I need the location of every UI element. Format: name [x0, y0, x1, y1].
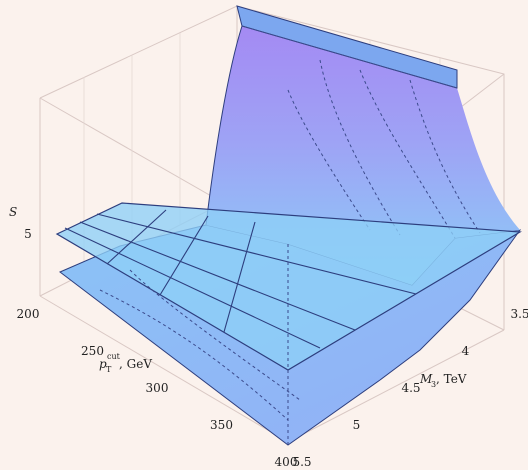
z-tick-label-0: 5	[24, 227, 32, 241]
x-tick-label-0: 200	[17, 307, 40, 321]
y-tick-label-4: 5.5	[292, 455, 311, 469]
y-tick-label-2: 4.5	[401, 381, 420, 395]
x-axis-label: p T cut , GeV	[99, 352, 152, 374]
y-tick-label-0: 3.5	[510, 307, 528, 321]
x-axis-label-sub: T	[106, 365, 112, 374]
x-tick-label-4: 400	[275, 455, 298, 469]
y-tick-label-3: 5	[353, 418, 361, 432]
z-axis-ticks: 5	[24, 227, 32, 241]
y-axis-label-main: M	[419, 372, 433, 386]
x-axis-label-sup: cut	[107, 352, 121, 361]
x-tick-label-2: 300	[146, 381, 169, 395]
y-axis-ticks: 3.5 4 4.5 5 5.5	[292, 307, 528, 469]
z-axis-label-text: S	[9, 205, 17, 219]
surface-mesh-upper	[205, 25, 481, 239]
x-tick-label-1: 250	[81, 344, 104, 358]
x-tick-label-3: 350	[210, 418, 233, 432]
y-axis-label: M 3 , TeV	[419, 372, 467, 389]
y-tick-label-1: 4	[462, 344, 470, 358]
x-axis-label-unit: , GeV	[119, 357, 152, 371]
y-axis-label-unit: , TeV	[436, 372, 467, 386]
surface-mesh-lower	[99, 244, 301, 445]
x-axis-label-main: p	[99, 357, 107, 371]
z-axis-label: S	[9, 205, 17, 219]
x-axis-ticks: 200 250 300 350 400	[17, 307, 298, 469]
y-axis-label-sub: 3	[431, 380, 436, 389]
